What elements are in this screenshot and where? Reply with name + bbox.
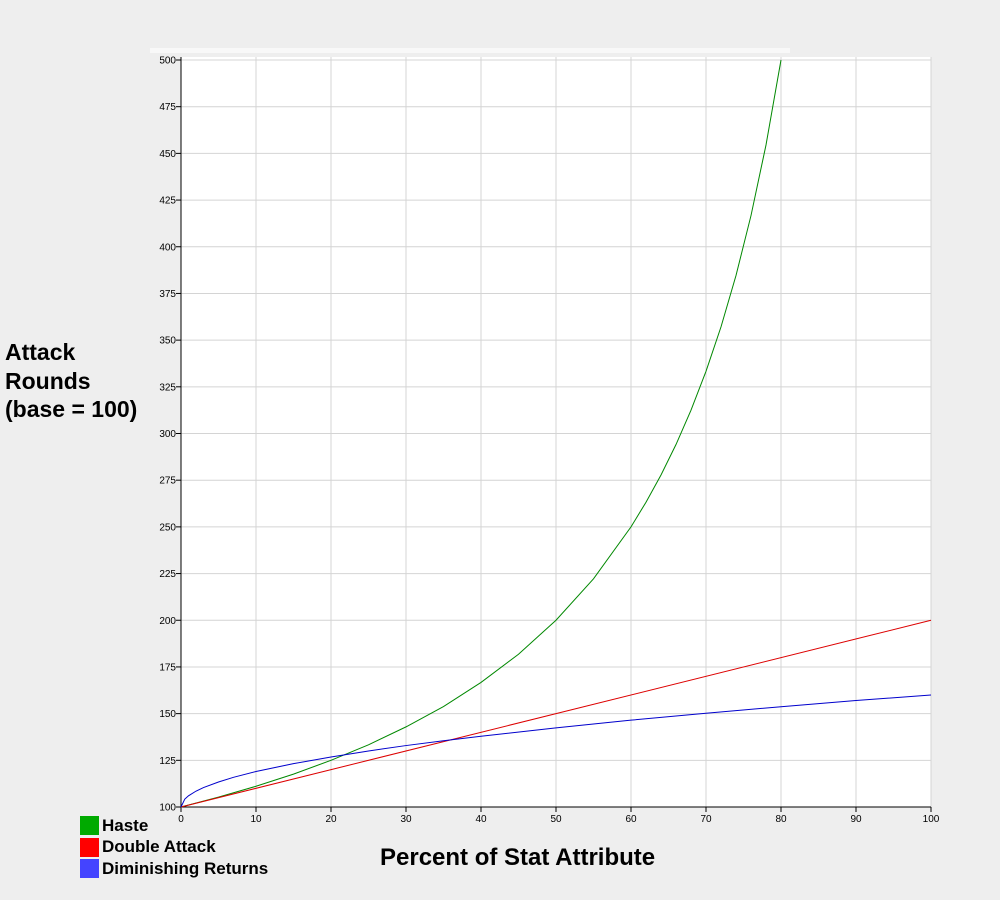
series-line-haste xyxy=(180,59,782,808)
legend-item-double-attack: Double Attack xyxy=(80,837,268,859)
y-tick-label: 500 xyxy=(159,56,176,67)
x-tick-labels: 0 10 20 30 40 50 60 70 80 90 100 xyxy=(178,814,940,825)
x-tick-label: 50 xyxy=(550,814,562,825)
legend-item-diminishing-returns: Diminishing Returns xyxy=(80,858,268,880)
legend: Haste Double Attack Diminishing Returns xyxy=(80,815,268,880)
x-tick-label: 70 xyxy=(700,814,712,825)
x-tick-label: 80 xyxy=(775,814,787,825)
y-tick-label: 250 xyxy=(159,522,176,533)
x-tick-label: 90 xyxy=(850,814,862,825)
axes xyxy=(176,57,932,812)
legend-swatch xyxy=(80,816,99,836)
x-tick-label: 0 xyxy=(178,814,184,825)
y-axis-label-line: Rounds xyxy=(5,367,91,394)
y-axis-label-line: Attack xyxy=(5,339,76,365)
y-tick-label: 275 xyxy=(159,476,176,487)
top-strip xyxy=(150,48,790,53)
y-tick-label: 300 xyxy=(159,429,176,440)
legend-label: Haste xyxy=(102,815,149,835)
y-tick-label: 350 xyxy=(159,336,176,347)
x-axis-label: Percent of Stat Attribute xyxy=(380,844,656,871)
y-tick-label: 325 xyxy=(159,382,176,393)
y-tick-label: 175 xyxy=(159,662,176,673)
x-tick-label: 60 xyxy=(625,814,637,825)
series-lines xyxy=(180,59,932,808)
x-tick-label: 10 xyxy=(250,814,262,825)
x-tick-label: 100 xyxy=(923,814,940,825)
x-tick-label: 20 xyxy=(325,814,337,825)
legend-item-haste: Haste xyxy=(80,815,268,837)
grid-lines xyxy=(180,57,932,808)
y-tick-label: 200 xyxy=(159,616,176,627)
y-tick-label: 125 xyxy=(159,756,176,767)
y-axis-label-line: (base = 100) xyxy=(5,396,138,422)
y-tick-label: 225 xyxy=(159,569,176,580)
y-tick-label: 400 xyxy=(159,242,176,253)
y-tick-label: 425 xyxy=(159,196,176,207)
series-line-double-attack xyxy=(180,619,932,808)
y-axis-label: Attack Rounds (base = 100) xyxy=(5,338,137,424)
x-tick-label: 40 xyxy=(475,814,487,825)
y-tick-label: 375 xyxy=(159,289,176,300)
y-tick-label: 475 xyxy=(159,102,176,113)
x-tick-label: 30 xyxy=(400,814,412,825)
y-tick-label: 100 xyxy=(159,803,176,814)
legend-swatch xyxy=(80,837,99,857)
y-tick-labels: 100 125 150 175 200 225 250 275 300 325 350 375 400 4… xyxy=(159,56,176,814)
legend-label: Diminishing Returns xyxy=(102,858,269,878)
y-tick-label: 150 xyxy=(159,709,176,720)
legend-label: Double Attack xyxy=(102,837,216,857)
legend-swatch xyxy=(80,859,99,879)
y-tick-label: 450 xyxy=(159,149,176,160)
series-line-diminishing-returns xyxy=(180,694,932,808)
